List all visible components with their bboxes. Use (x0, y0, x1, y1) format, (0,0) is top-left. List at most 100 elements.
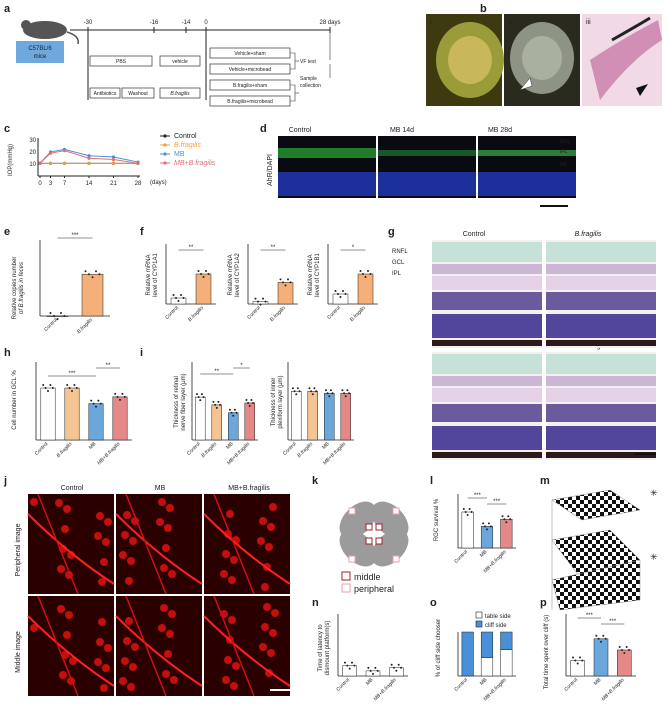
panel-label-f: f (140, 226, 144, 238)
sig-star: *** (71, 233, 79, 239)
bar-dot (372, 672, 374, 675)
rgc-cell (30, 624, 38, 632)
rgc-axon (115, 615, 203, 687)
bar-dot (95, 405, 97, 408)
bar-dot (250, 398, 253, 401)
bar-dot (177, 300, 180, 302)
rgc-image (116, 596, 202, 696)
he-gcl (432, 264, 542, 274)
bar-dot (462, 508, 465, 510)
f2-ylabel-2: level of CYP1A2 (235, 252, 241, 296)
he-onl (546, 426, 656, 450)
rgc-cell (224, 656, 232, 664)
rgc-axon (213, 493, 255, 595)
bar-dot (228, 408, 231, 411)
o-legend-cliff: cliff side (485, 623, 507, 629)
g-rnfl: RNFL (392, 249, 408, 255)
vehicle-label: vehicle (172, 59, 188, 65)
mouse-strain-line1: C57BL/6 (28, 46, 52, 52)
panel-b-images: i ii iii (426, 14, 662, 106)
c-ytick-10: 10 (29, 162, 36, 168)
rgc-axon (27, 615, 115, 687)
k-peripheral-label: peripheral (354, 584, 394, 594)
bar-dot (295, 393, 298, 396)
rgc-cell (162, 544, 170, 552)
bar-dot (395, 669, 398, 672)
bar-dot (348, 392, 351, 395)
n-ylabel-1: Time of latency to (318, 624, 324, 672)
bar-dot (576, 662, 579, 665)
bar-dot (364, 276, 367, 278)
bar-category-label: MB (479, 549, 489, 559)
rgc-cell (125, 577, 133, 585)
rgc-image (204, 494, 290, 594)
bar-dot (628, 648, 630, 651)
rgc-cell (168, 570, 176, 578)
panel-label-h: h (4, 347, 11, 359)
bar-dot (484, 525, 487, 528)
bar-category-label: MB (321, 441, 331, 451)
antibiotics-label: Antibiotics (94, 91, 117, 97)
rgc-cell (59, 671, 67, 679)
bar-dot (595, 634, 598, 637)
m-light-icon-2: ✳ (650, 552, 658, 562)
pbs-label: PBS (116, 59, 127, 65)
i2-ylabel-2: plexiform layer (μm) (278, 375, 284, 428)
bar-dot (346, 664, 349, 667)
bar-dot (623, 651, 626, 654)
bar-segment (500, 631, 513, 650)
panel-e-chart: Relative copies number of B.fragilis in … (12, 233, 110, 335)
o-ylabel: % of cliff side chooser (436, 619, 442, 677)
sig-star: ** (271, 245, 276, 251)
p-ylabel: Total time spent over cliff (s) (544, 615, 550, 690)
bar-dot (214, 403, 217, 406)
rgc-cell (222, 550, 230, 558)
c-legend-label: Control (174, 133, 197, 140)
bar-category-label: Control (164, 305, 180, 321)
sig-star: *** (68, 371, 76, 377)
c-xtick-label: 21 (110, 181, 117, 187)
panel-label-c: c (4, 123, 10, 135)
i1-ylabel-2: nerve fiber layer (μm) (181, 373, 187, 430)
he-inl (432, 292, 542, 310)
j-col-control: Control (61, 485, 84, 492)
bar (112, 396, 128, 441)
rgc-cell (168, 610, 176, 618)
bar-dot (298, 390, 301, 393)
bar-category-label: B.fragilis (187, 305, 205, 323)
bar-dot (367, 666, 370, 669)
bar-category-label: B.fragilis (56, 441, 74, 459)
panel-h-chart: Cell number in GCL % Control B.fragilis MB… (12, 362, 132, 466)
bar-dot (44, 387, 47, 389)
rgc-cell (61, 525, 69, 533)
veh-mb-label: Vehicle+microbead (229, 67, 272, 73)
bar-dot (264, 300, 267, 303)
bar-dot (600, 640, 602, 643)
bar-dot (311, 393, 314, 396)
bar-dot (230, 411, 233, 414)
panel-i-charts: Thickness of retinal nerve fiber layer (… (174, 362, 354, 466)
washout-label: Washout (128, 91, 148, 97)
rgc-cell (261, 583, 269, 591)
d-col-mb14: MB 14d (390, 127, 414, 134)
bar-dot (353, 664, 356, 667)
he-ipl (546, 388, 656, 402)
tick-28: 28 days (319, 20, 340, 26)
he-inl (546, 292, 656, 310)
rgc-axon (37, 493, 79, 595)
bar-dot (501, 515, 504, 518)
c-point (48, 151, 53, 155)
bar (195, 396, 206, 441)
bar-dot (114, 392, 117, 395)
panel-o-chart: % of cliff side chooser table side cliff… (436, 611, 516, 702)
c-legend-label: MB (174, 151, 185, 158)
bar-dot (56, 318, 59, 320)
image-label-iii: iii (586, 19, 591, 26)
bar-dot (344, 661, 346, 664)
rgc-axon (203, 513, 291, 585)
f3-ylabel-1: Relative mRNA (308, 254, 314, 295)
g-col-control: Control (463, 231, 486, 238)
rgc-cell (228, 576, 236, 584)
c-ytick-30: 30 (29, 138, 36, 144)
panel-g-images: Control B.fragilis MB MB+B.fragilis RNFL… (392, 231, 656, 460)
